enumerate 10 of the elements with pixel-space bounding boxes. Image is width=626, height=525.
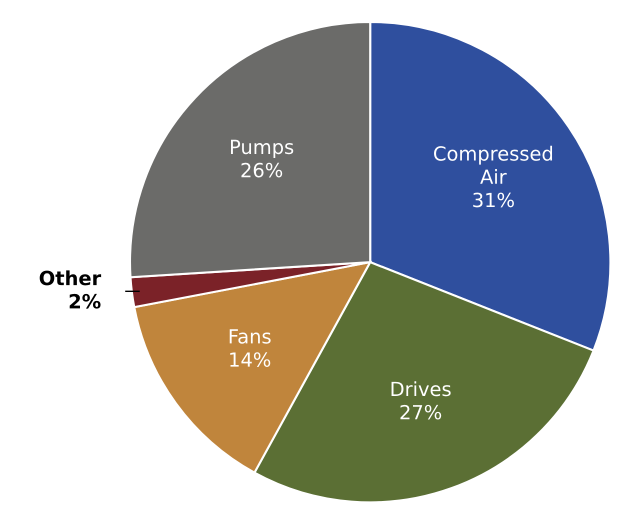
slice-label: Compressed Air — [434, 146, 552, 184]
slice-label: Pumps — [230, 140, 294, 158]
slice-label: Drives — [392, 381, 451, 396]
slice-label: Fans — [230, 329, 271, 344]
data-label: 26% — [241, 162, 282, 178]
data-label: 31% — [473, 192, 514, 208]
data-label: 2% — [70, 294, 101, 309]
slice-label: Other — [40, 270, 102, 286]
data-label: 27% — [400, 404, 442, 420]
data-label: 14% — [230, 352, 270, 367]
